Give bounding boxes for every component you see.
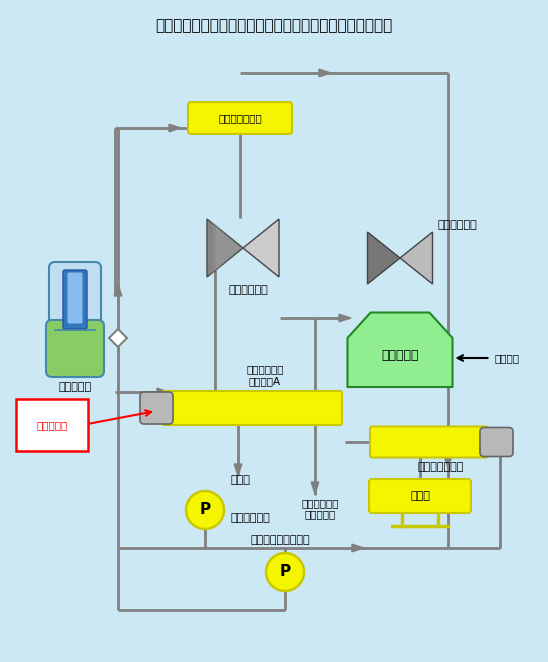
Circle shape: [266, 553, 304, 591]
Text: 主給水ポンプ: 主給水ポンプ: [231, 513, 271, 523]
Polygon shape: [384, 314, 396, 322]
Text: 第５高圧給水
加熱器１A: 第５高圧給水 加熱器１A: [246, 364, 284, 386]
Text: 純水補給: 純水補給: [494, 353, 520, 363]
Text: 低圧タービン: 低圧タービン: [437, 220, 477, 230]
Text: 水漏れ箇所: 水漏れ箇所: [36, 420, 67, 430]
FancyBboxPatch shape: [67, 273, 83, 324]
Polygon shape: [402, 438, 414, 446]
Polygon shape: [234, 464, 242, 476]
Text: 復　水　器: 復 水 器: [381, 349, 419, 362]
Polygon shape: [207, 219, 243, 277]
Text: 伊方発電所１号機　第５高圧給水加熱器まわり概略系統図: 伊方発電所１号機 第５高圧給水加熱器まわり概略系統図: [156, 18, 392, 33]
FancyBboxPatch shape: [480, 428, 513, 457]
Circle shape: [186, 491, 224, 529]
FancyBboxPatch shape: [140, 392, 173, 424]
Polygon shape: [114, 284, 122, 296]
Polygon shape: [207, 219, 243, 277]
Polygon shape: [368, 232, 400, 284]
Polygon shape: [339, 314, 351, 322]
FancyBboxPatch shape: [49, 262, 101, 342]
Text: 湿分分離加熱器: 湿分分離加熱器: [218, 113, 262, 123]
Text: 低圧給水加熱器: 低圧給水加熱器: [418, 462, 464, 472]
Polygon shape: [116, 334, 120, 342]
Polygon shape: [444, 456, 452, 468]
FancyBboxPatch shape: [370, 426, 488, 457]
Text: 高圧タービン: 高圧タービン: [228, 285, 268, 295]
Polygon shape: [352, 544, 364, 552]
Polygon shape: [212, 222, 242, 273]
Polygon shape: [216, 226, 240, 270]
Text: 蒸気発生器: 蒸気発生器: [59, 382, 92, 392]
Polygon shape: [347, 312, 453, 387]
Polygon shape: [209, 220, 242, 275]
Polygon shape: [400, 232, 432, 284]
Polygon shape: [169, 124, 181, 132]
Polygon shape: [319, 70, 331, 77]
Polygon shape: [157, 388, 169, 396]
Text: P: P: [199, 502, 210, 518]
Polygon shape: [214, 224, 241, 272]
Polygon shape: [243, 219, 279, 277]
Polygon shape: [311, 482, 319, 494]
Text: 給水ブースタポンプ: 給水ブースタポンプ: [250, 535, 310, 545]
Text: 脱気器: 脱気器: [230, 475, 250, 485]
Text: タービン建家
排水ピット: タービン建家 排水ピット: [301, 498, 339, 520]
Polygon shape: [416, 482, 424, 494]
Polygon shape: [109, 329, 127, 347]
FancyBboxPatch shape: [188, 102, 292, 134]
FancyBboxPatch shape: [63, 270, 87, 329]
FancyBboxPatch shape: [46, 320, 104, 377]
Text: 脱気器: 脱気器: [410, 491, 430, 501]
FancyBboxPatch shape: [369, 479, 471, 513]
FancyBboxPatch shape: [162, 391, 342, 425]
Text: P: P: [279, 565, 290, 579]
